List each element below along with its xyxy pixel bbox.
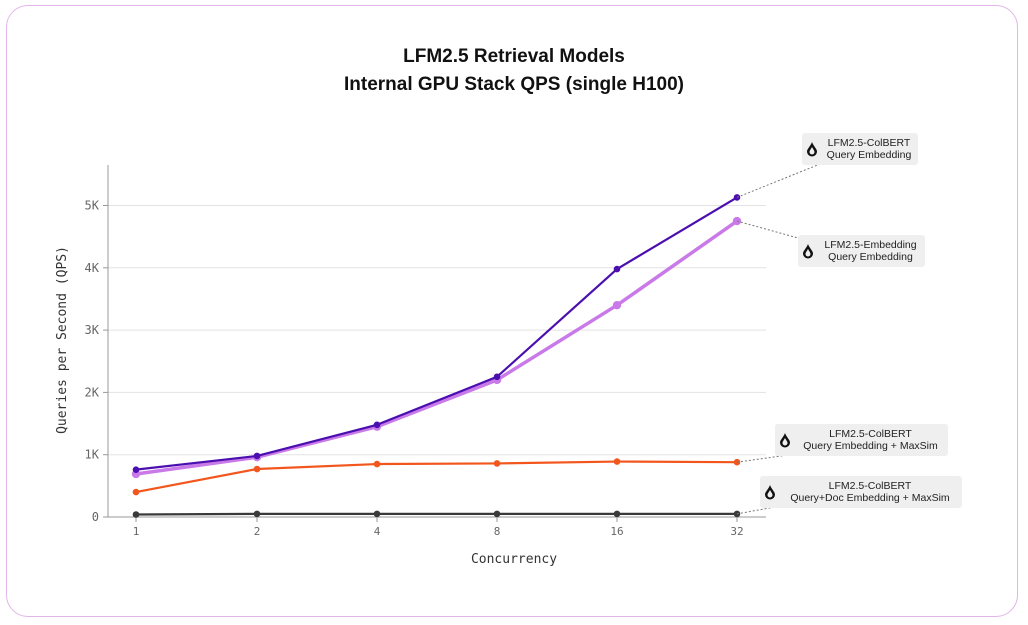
chart-title-line-1: LFM2.5 Retrieval Models [403,46,625,67]
series-line [135,512,737,516]
x-tick-label: 32 [730,525,743,538]
series-line [135,460,738,494]
x-tick-label: 8 [494,525,501,538]
series-label-text: LFM2.5-ColBERT [828,137,911,149]
x-tick-label: 1 [133,525,140,538]
series-label-text: LFM2.5-Embedding [824,239,916,251]
series-label-text: LFM2.5-ColBERT [829,428,912,440]
data-point [613,510,621,518]
series-label-background [802,133,918,165]
data-point [132,466,140,473]
data-point [253,465,261,473]
drop-logo-icon-inner [782,438,788,446]
data-point [132,488,140,496]
data-point [253,452,261,460]
drop-logo-icon-inner [805,249,811,257]
leader-line [736,220,799,239]
chart-title-line-2: Internal GPU Stack QPS (single H100) [344,74,684,95]
data-point [493,460,501,467]
data-point [493,510,501,518]
data-point [132,511,140,518]
y-tick-label: 4K [85,261,100,275]
x-axis-label: Concurrency [471,552,557,567]
series-line [135,219,739,476]
y-axis-label: Queries per Second (QPS) [55,246,70,434]
series-label-text: Query Embedding + MaxSim [803,440,938,452]
data-point [613,458,621,465]
series-label-text: Query Embedding [827,149,912,161]
series-label-background [798,235,925,267]
leader-line [736,454,789,463]
leader-line [736,163,821,198]
x-tick-label: 4 [374,525,381,538]
series-label-text: Query Embedding [828,251,913,263]
data-point [373,460,381,468]
data-point [612,300,622,310]
series-label-text: LFM2.5-ColBERT [829,480,912,492]
series-label-background [775,424,948,456]
series-label-background [760,476,962,508]
drop-logo-icon-inner [809,147,815,155]
x-tick-label: 2 [254,525,261,538]
y-tick-label: 5K [85,198,100,212]
data-point [373,510,381,518]
leader-line [736,506,776,515]
data-point [613,265,621,273]
y-tick-label: 3K [85,323,100,337]
data-point [493,373,501,381]
series-line [135,196,738,471]
y-tick-label: 0 [92,510,99,524]
series-label-text: Query+Doc Embedding + MaxSim [790,492,950,504]
drop-logo-icon-inner [767,490,773,498]
x-tick-label: 16 [610,525,623,538]
data-point [253,510,261,518]
data-point [373,421,381,429]
y-tick-label: 2K [85,385,100,399]
y-tick-label: 1K [85,448,100,462]
